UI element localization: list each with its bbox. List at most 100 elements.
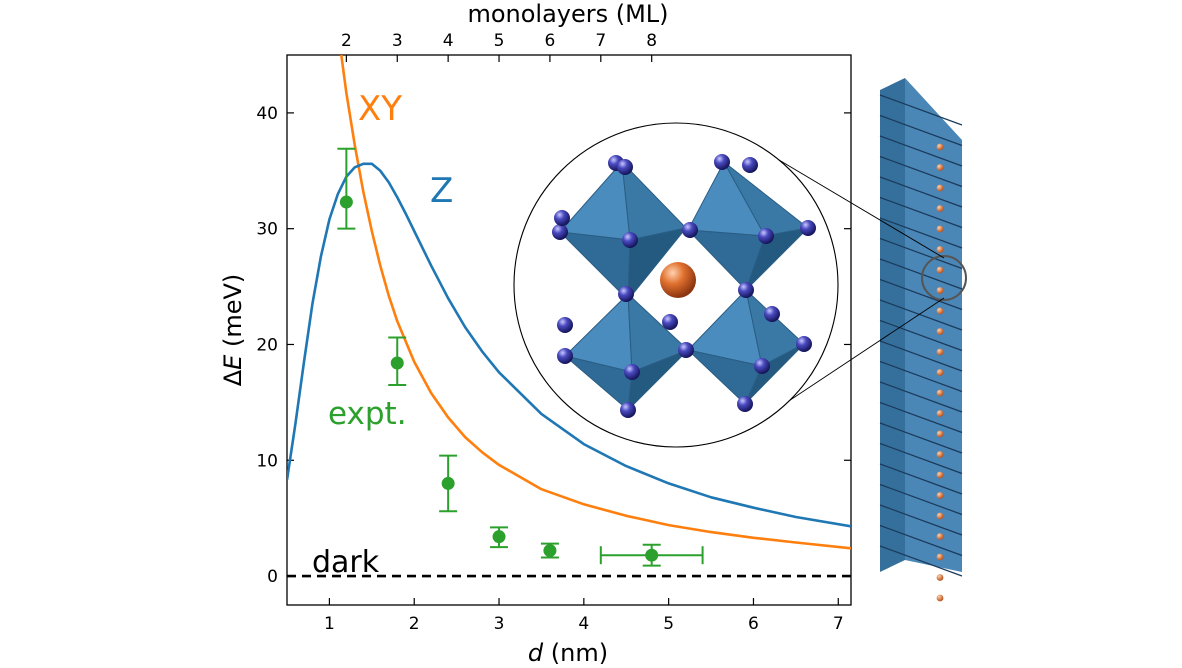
slab-layer-edge [879,299,963,331]
halide-atom [678,342,694,358]
y-tick-label: 0 [267,567,278,587]
slab-cation [936,164,944,171]
halide-atom [552,224,568,240]
center-cation [660,262,696,298]
slab-layer-edge [879,94,963,126]
slab-cation [936,246,944,253]
top-tick-label: 4 [443,31,454,51]
slab-layer-edge [879,217,963,249]
slab-cation [936,287,944,294]
slab-cation [936,512,944,520]
halide-atom [557,317,573,333]
top-tick-label: 7 [595,31,606,51]
y-tick-label: 20 [256,335,278,355]
halide-atom [682,222,698,238]
layered-slab-illustration [879,78,967,602]
expt-marker [645,548,659,562]
y-tick-label: 40 [256,104,278,124]
slab-front [905,78,962,572]
slab-layer-edge [879,196,963,229]
x-axis-label: d (nm) [528,639,608,664]
slab-cation [936,430,944,438]
perovskite-octahedra-inset [552,154,816,418]
halide-atom [620,402,636,418]
slab-layer-edge [879,176,963,208]
halide-atom [737,396,753,412]
slab-layer-edge [879,483,963,516]
slab-layer-edge [879,319,963,352]
expt-point [439,454,458,513]
slab-zoom-circle [921,255,967,301]
halide-atom [764,306,780,322]
slab-layer-edge [879,545,963,577]
slab-cation [936,451,944,458]
slab-cation [936,184,944,192]
slab-layer-edge [879,278,963,311]
slab-cation [936,307,944,315]
expt-marker [339,195,353,209]
expt-point [540,542,559,559]
octahedron-face [744,343,805,405]
plot-frame [286,54,852,606]
slab-cation [936,225,944,233]
slab-cation [936,594,944,602]
xy-curve [340,55,851,550]
slab-cation [936,389,944,397]
slab-cation [936,492,944,499]
halide-atom [738,282,754,298]
slab-cation [936,205,944,212]
expt-marker [543,544,557,558]
halide-atom [624,364,640,380]
x-tick-label: 3 [494,614,505,634]
slab-cation [936,410,944,417]
z-series-label: Z [430,171,453,211]
top-tick-label: 3 [392,31,403,51]
slab-cation [936,143,944,151]
halide-atom [742,157,758,173]
y-axis-label: ΔE (meV) [219,274,247,387]
top-tick-label: 5 [494,31,505,51]
x-axis-ticks: 1 2 3 4 5 6 7 [324,598,844,634]
top-axis-label: monolayers (ML) [467,0,668,28]
halide-atom [618,286,634,302]
x-tick-label: 7 [833,614,844,634]
octahedron-face [745,227,810,291]
slab-cation [936,328,944,335]
x-tick-label: 1 [324,614,335,634]
slab-cation [936,533,944,540]
expt-point [490,526,509,549]
slab-layer-edge [879,237,963,270]
expt-marker [441,476,455,490]
slab-cation [936,348,944,356]
expt-marker [390,356,404,370]
slab-layer-edge [879,401,963,434]
slab-layer-edge [879,463,963,495]
octahedron-face [627,349,689,412]
top-axis-ticks: 2 3 4 5 6 7 8 [341,31,657,62]
top-tick-label: 8 [646,31,657,51]
slab-layer-edge [879,442,963,475]
halide-atom [617,159,633,175]
slab-layer-edge [879,422,963,454]
x-tick-label: 2 [409,614,420,634]
expt-point [599,543,704,567]
slab-cation [936,266,944,274]
x-tick-label: 4 [578,614,589,634]
expt-errorbars [337,147,704,567]
x-tick-label: 5 [663,614,674,634]
halide-atom [714,154,730,170]
halide-atom [622,232,638,248]
z-curve [287,162,851,528]
slab-cation [936,369,944,376]
dark-series-label: dark [312,545,380,580]
slab-layer-edge [879,258,963,290]
halide-atom [758,228,774,244]
slab-layer-edge [879,155,963,188]
x-tick-label: 6 [748,614,759,634]
slab-layer-edge [879,360,963,393]
inset-group [513,122,945,448]
slab-layer-edge [879,504,963,536]
slab-layer-edge [879,114,963,147]
top-tick-label: 2 [341,31,352,51]
